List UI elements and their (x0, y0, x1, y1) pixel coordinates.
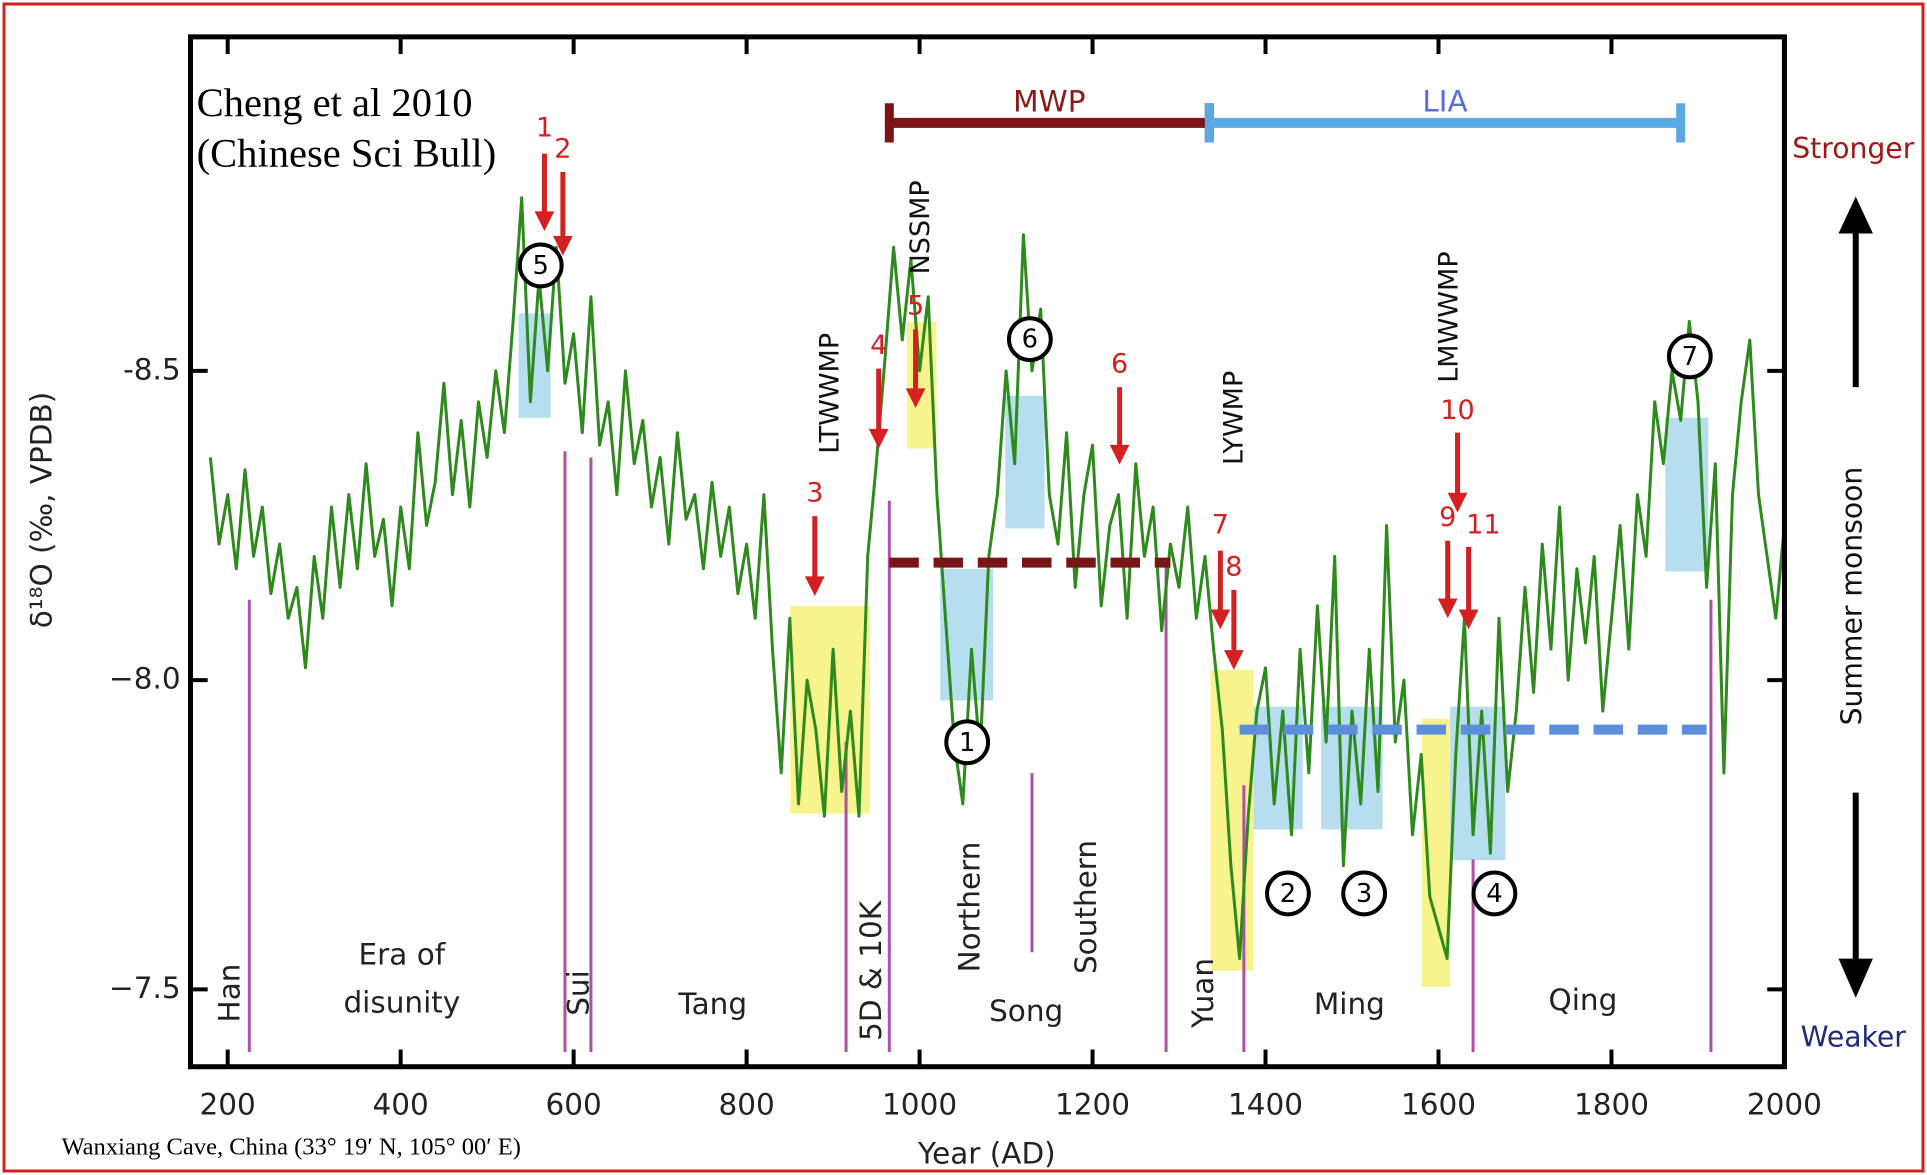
event-number: 11 (1466, 509, 1500, 540)
event-number: 9 (1439, 502, 1456, 533)
x-tick-label: 600 (545, 1088, 601, 1122)
event-arrow-head (534, 211, 555, 232)
event-arrow-head (804, 576, 825, 597)
data-line (208, 196, 1786, 960)
circle-number: 3 (1356, 879, 1372, 909)
circle-marker (1006, 316, 1053, 363)
circle-marker (1265, 870, 1311, 917)
event-arrow-head (1437, 598, 1458, 619)
title-line: Cheng et al 2010 (197, 80, 473, 125)
monsoon-label: LMWWMP (1434, 251, 1465, 382)
event-number: 2 (554, 133, 571, 164)
x-axis-label: Year (AD) (917, 1137, 1056, 1171)
event-number: 10 (1440, 395, 1474, 426)
y-axis-label: δ¹⁸O (‰, VPDB) (25, 392, 59, 628)
dynasty-label: Song (989, 994, 1063, 1028)
event-arrow-head (905, 388, 926, 409)
down-arrow-head (1838, 958, 1873, 998)
event-arrow-head (868, 428, 889, 449)
x-tick-label: 1800 (1574, 1088, 1649, 1122)
x-tick-label: 1400 (1228, 1088, 1303, 1122)
title-line: (Chinese Sci Bull) (197, 131, 497, 176)
event-arrow-head (553, 235, 573, 256)
dynasty-label: Qing (1548, 983, 1617, 1017)
circle-marker (1341, 870, 1388, 917)
event-number: 6 (1111, 348, 1128, 379)
event-number: 3 (806, 478, 823, 509)
event-number: 7 (1212, 509, 1229, 540)
event-number: 4 (870, 330, 887, 361)
dynasty-label: 5D & 10K (854, 900, 888, 1041)
dynasty-label: Han (213, 964, 247, 1023)
x-tick-label: 1000 (882, 1088, 957, 1122)
circle-marker (944, 719, 991, 766)
circle-marker (1666, 333, 1713, 380)
x-tick-label: 1600 (1401, 1088, 1476, 1122)
x-tick-label: 1200 (1055, 1088, 1130, 1122)
y-tick-label: −7.5 (109, 971, 181, 1005)
event-arrow-head (1210, 609, 1231, 630)
monsoon-label: LTWWMP (814, 333, 845, 454)
event-number: 1 (536, 113, 553, 144)
dynasty-label: Yuan (1186, 958, 1220, 1029)
x-tick-label: 2000 (1747, 1088, 1822, 1122)
event-arrow-head (1109, 444, 1130, 465)
event-number: 8 (1225, 551, 1242, 582)
monsoon-axis-label: Summer monsoon (1835, 467, 1868, 726)
up-arrow-head (1838, 196, 1873, 234)
monsoon-label: LYWMP (1219, 371, 1250, 465)
dynasty-label: disunity (343, 986, 460, 1020)
dynasty-label: Tang (677, 987, 747, 1021)
highlight-box (1210, 669, 1254, 971)
circle-number: 1 (959, 728, 975, 758)
dynasty-label: Ming (1314, 987, 1385, 1021)
period-label: LIA (1422, 85, 1467, 119)
event-arrow-head (1447, 492, 1468, 513)
dynasty-label: Southern (1069, 840, 1103, 974)
circle-number: 6 (1022, 325, 1038, 355)
weaker-label: Weaker (1801, 1020, 1907, 1053)
caption: Wanxiang Cave, China (33° 19′ N, 105° 00… (61, 1134, 521, 1161)
circle-number: 2 (1280, 879, 1296, 909)
period-label: MWP (1013, 85, 1085, 119)
circle-marker (1471, 870, 1518, 917)
plot-frame (187, 34, 1787, 1070)
y-tick-label: -8.5 (123, 352, 181, 386)
event-arrow-head (1224, 650, 1244, 670)
dynasty-label: Era of (359, 938, 446, 972)
x-tick-label: 800 (718, 1088, 774, 1122)
event-number: 5 (907, 291, 924, 322)
y-tick-label: −8.0 (109, 662, 181, 696)
circle-number: 5 (533, 251, 549, 281)
x-tick-label: 400 (373, 1088, 429, 1122)
dynasty-label: Northern (952, 842, 986, 973)
dynasty-label: Sui (562, 970, 596, 1016)
circle-number: 7 (1682, 342, 1698, 372)
circle-number: 4 (1486, 879, 1502, 909)
stronger-label: Stronger (1792, 132, 1915, 165)
x-tick-label: 200 (200, 1088, 256, 1122)
event-arrow-head (1458, 609, 1479, 630)
monsoon-label: NSSMP (905, 180, 936, 274)
circle-marker (517, 242, 564, 289)
